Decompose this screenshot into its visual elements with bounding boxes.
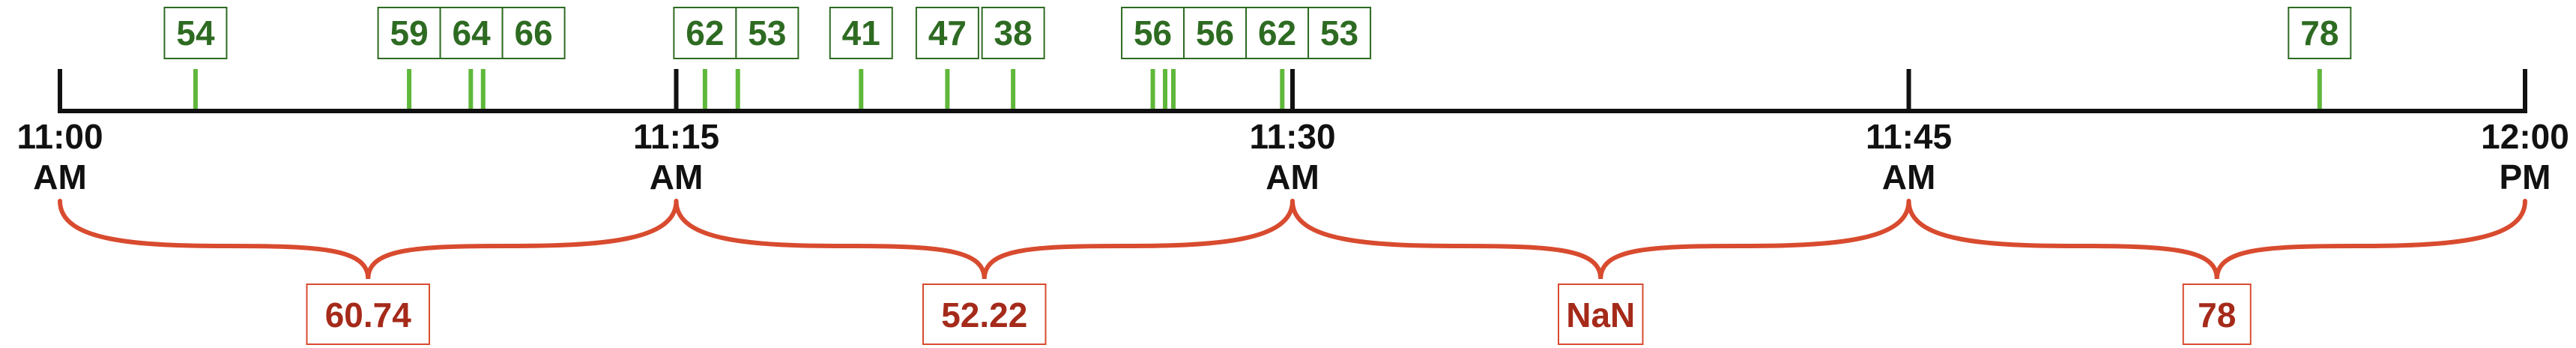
tick-label-meridiem: PM	[2500, 158, 2551, 196]
event-value-label: 62	[1258, 14, 1296, 52]
event-value-label: 41	[842, 14, 880, 52]
tick-label-meridiem: AM	[1266, 158, 1319, 196]
averages-layer: 60.74 52.22 NaN 78	[58, 199, 2527, 345]
window-average-label: 60.74	[325, 296, 412, 334]
tick-label-meridiem: AM	[33, 158, 87, 196]
window-average-label: 52.22	[941, 296, 1027, 334]
event-value-label: 47	[928, 14, 967, 52]
tick-label-meridiem: AM	[650, 158, 704, 196]
event-label-box	[501, 7, 566, 59]
event-value-label: 54	[176, 14, 215, 52]
window-average-label: NaN	[1566, 296, 1635, 334]
event-value-label: 78	[2300, 14, 2338, 52]
event-value-label: 53	[748, 14, 786, 52]
tick-label-meridiem: AM	[1882, 158, 1936, 196]
window-brace	[58, 199, 679, 280]
event-value-label: 53	[1320, 14, 1358, 52]
event-label-box	[2288, 7, 2352, 59]
window-average-label: 78	[2198, 296, 2236, 334]
event-label-box	[915, 7, 979, 59]
event-label-box	[1307, 7, 1372, 59]
window-brace	[1290, 199, 1911, 280]
event-label-box	[735, 7, 799, 59]
window-average-box	[922, 284, 1047, 345]
window-average-box	[1558, 284, 1644, 345]
tick-label-time: 11:30	[1249, 117, 1335, 156]
event-value-label: 56	[1134, 14, 1172, 52]
event-label-box	[163, 7, 228, 59]
window-average-box	[2182, 284, 2252, 345]
tick-label-time: 11:00	[16, 117, 103, 156]
tick-label-time: 12:00	[2481, 117, 2569, 156]
events-layer: 54 59 64 66 62 53 41 47 38 56 56 62 53 78	[163, 7, 2352, 109]
event-value-label: 62	[686, 14, 724, 52]
event-label-box	[439, 7, 504, 59]
event-label-box	[377, 7, 441, 59]
event-label-box	[829, 7, 893, 59]
event-value-label: 66	[514, 14, 552, 52]
tick-label-time: 11:45	[1866, 117, 1952, 156]
event-label-box	[981, 7, 1045, 59]
window-average-box	[306, 284, 430, 345]
event-value-label: 38	[994, 14, 1032, 52]
event-label-box	[1183, 7, 1248, 59]
tick-label-time: 11:15	[633, 117, 719, 156]
window-brace	[674, 199, 1295, 280]
window-brace	[1906, 199, 2527, 280]
event-value-label: 56	[1196, 14, 1234, 52]
event-label-box	[1121, 7, 1185, 59]
event-label-box	[673, 7, 737, 59]
event-value-label: 59	[390, 14, 428, 52]
event-value-label: 64	[452, 14, 491, 52]
